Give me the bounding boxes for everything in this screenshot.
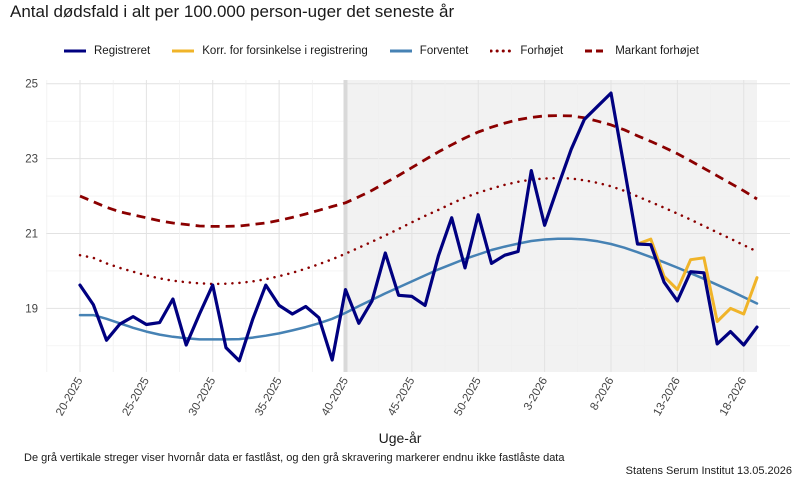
x-tick-label: 20-2025 [54,376,86,419]
x-tick-label: 40-2025 [320,376,352,419]
y-tick-label: 25 [25,79,38,91]
x-tick-label: 18-2026 [718,376,750,419]
x-tick-label: 8-2026 [588,376,616,413]
x-tick-label: 50-2025 [452,376,484,419]
legend-label-registreret: Registreret [94,45,151,57]
x-tick-label: 30-2025 [187,376,219,419]
legend-swatch-registreret [64,49,86,53]
x-tick-label: 35-2025 [253,376,285,419]
legend-swatch-korrigeret [172,49,195,53]
legend-swatch-forventet [389,49,412,53]
legend-item-registreret: Registreret [64,45,150,57]
legend-item-korrigeret: Korr. for forsinkelse i registrering [172,45,368,57]
x-tick-label: 13-2026 [651,376,683,419]
chart-title: Antal dødsfald i alt per 100.000 person-… [10,2,455,21]
x-tick-label: 3-2026 [522,376,550,413]
legend-label-forhoejet: Forhøjet [520,45,564,57]
series-forhoejet-line [78,176,759,286]
x-axis-label: Uge-år [378,430,422,446]
y-tick-label: 23 [25,154,38,166]
legend-label-markant-forhoejet: Markant forhøjet [615,45,699,57]
source-label: Statens Serum Institut 13.05.2026 [625,465,792,477]
y-tick-label: 19 [25,303,38,315]
caption: De grå vertikale streger viser hvornår d… [24,452,565,464]
legend-swatch-forhoejet [490,49,513,53]
series-registreret-line [78,91,759,363]
y-tick-label: 21 [25,228,38,240]
legend-item-markant-forhoejet: Markant forhøjet [585,45,699,57]
legend-swatch-markant-forhoejet [585,49,608,53]
x-tick-label: 25-2025 [120,376,152,419]
unlocked-data-shading [345,80,757,372]
legend-label-forventet: Forventet [419,45,469,57]
x-tick-label: 45-2025 [386,376,418,419]
legend-item-forventet: Forventet [389,45,469,57]
legend-item-forhoejet: Forhøjet [490,45,563,57]
legend: Registreret Korr. for forsinkelse i regi… [64,42,721,60]
series-forventet-line [78,237,759,341]
series-korrigeret-line [636,237,759,323]
legend-label-korrigeret: Korr. for forsinkelse i registrering [202,45,368,57]
